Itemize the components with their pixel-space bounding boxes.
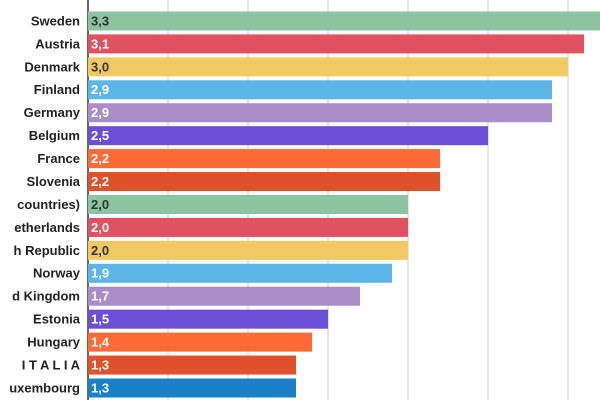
bar [88,309,328,329]
value-label: 2,9 [91,105,109,120]
bar [88,103,552,123]
value-label: 2,2 [91,151,109,166]
value-label: 2,0 [91,243,109,258]
value-label: 2,2 [91,174,109,189]
value-label: 1,7 [91,289,109,304]
category-label: Belgium [29,128,80,143]
category-label: Austria [35,36,81,51]
bar [88,126,488,146]
category-label: h Republic [14,243,80,258]
category-label: d Kingdom [12,289,80,304]
category-label: countries) [17,197,80,212]
value-label: 2,5 [91,128,109,143]
category-label: Norway [33,266,81,281]
category-label: Hungary [27,335,81,350]
category-label: etherlands [14,220,80,235]
category-label: uxembourg [9,380,80,395]
bar [88,11,600,31]
bar [88,194,408,214]
value-label: 1,3 [91,358,109,373]
bar [88,149,440,169]
bar [88,378,296,398]
category-label: Sweden [31,13,80,28]
value-label: 1,9 [91,266,109,281]
category-label: Germany [24,105,81,120]
value-label: 3,3 [91,13,109,28]
bar [88,355,296,375]
value-label: 2,0 [91,197,109,212]
bar [88,217,408,237]
bar [88,286,360,306]
bar [88,240,408,260]
bar [88,57,568,77]
category-label: Slovenia [27,174,81,189]
bar [88,80,552,100]
bar [88,34,584,54]
category-label: Denmark [24,59,80,74]
category-label: I T A L I A [22,358,81,373]
value-label: 2,9 [91,82,109,97]
bar [88,172,440,192]
value-label: 3,0 [91,59,109,74]
category-label: France [37,151,80,166]
category-label: Finland [34,82,80,97]
value-label: 1,3 [91,380,109,395]
value-label: 3,1 [91,36,109,51]
bar [88,332,312,352]
value-label: 1,4 [91,335,110,350]
value-label: 1,5 [91,312,109,327]
category-label: Estonia [33,312,81,327]
bar [88,263,392,283]
value-label: 2,0 [91,220,109,235]
